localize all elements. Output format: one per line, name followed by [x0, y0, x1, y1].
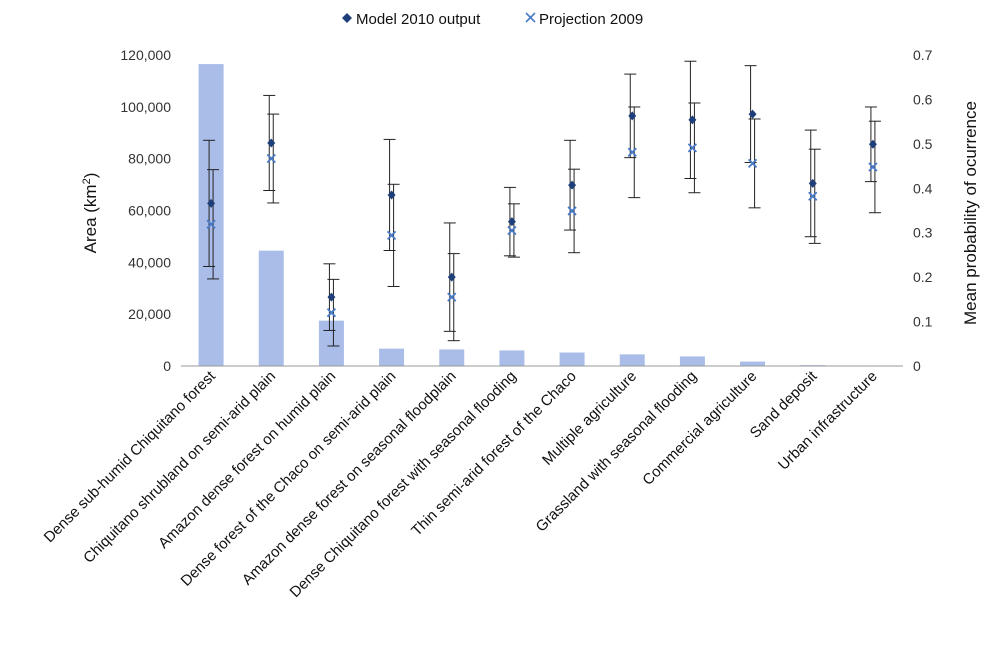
bar-area: [318, 320, 344, 366]
legend-label-projection-2009: Projection 2009: [539, 11, 643, 28]
point-model-2010: [868, 139, 877, 149]
markers-layer: [206, 109, 878, 318]
point-projection-2009: [687, 143, 698, 153]
left-axis-tick-label: 80,000: [128, 151, 171, 167]
point-model-2010: [688, 115, 697, 125]
point-projection-2009: [747, 158, 758, 169]
left-axis-tick-label: 120,000: [120, 47, 171, 63]
bar-area: [679, 356, 705, 366]
left-axis-tick-label: 40,000: [128, 254, 171, 270]
right-axis-tick-label: 0: [913, 358, 921, 374]
category-label: Urban infrastructure: [775, 368, 881, 474]
point-model-2010: [628, 111, 637, 121]
bar-area: [439, 349, 465, 366]
right-axis-tick-label: 0.1: [913, 314, 933, 330]
point-model-2010: [327, 292, 336, 302]
left-axis-ticks: 0 20,000 40,000 60,000 80,000 100,000 120,000: [120, 47, 171, 374]
point-projection-2009: [567, 206, 577, 216]
right-axis-tick-label: 0.6: [913, 91, 933, 107]
point-model-2010: [207, 198, 216, 208]
point-projection-2009: [808, 191, 818, 201]
point-projection-2009: [447, 292, 457, 302]
point-projection-2009: [868, 162, 878, 172]
category-label: Dense Chiquitano forest with seasonal fl…: [287, 368, 520, 601]
bars-layer: [198, 64, 886, 366]
point-projection-2009: [507, 225, 517, 236]
bar-area: [258, 250, 284, 366]
right-axis-tick-label: 0.3: [913, 225, 933, 241]
point-projection-2009: [386, 230, 397, 241]
category-label: Commercial agriculture: [639, 368, 760, 489]
error-bars-layer: [203, 60, 881, 347]
bar-area: [619, 354, 645, 366]
point-projection-2009: [326, 308, 337, 318]
point-model-2010: [507, 217, 516, 227]
bar-area: [198, 64, 224, 366]
right-axis-tick-label: 0.5: [913, 136, 933, 152]
left-axis-tick-label: 20,000: [128, 306, 171, 322]
category-label: Amazon dense forest on seasonal floodpla…: [239, 368, 460, 589]
left-axis-tick-label: 0: [163, 358, 171, 374]
point-model-2010: [387, 190, 396, 200]
category-label: Dense forest of the Chaco on semi-arid p…: [178, 368, 400, 590]
right-axis-tick-label: 0.2: [913, 269, 933, 285]
y-axis-title: Area (km2): [81, 173, 100, 254]
bar-area: [559, 352, 585, 366]
legend-marker-model-2010: [342, 13, 352, 23]
y2-axis-title: Mean probability of ocurrence: [961, 101, 980, 325]
left-axis-tick-label: 60,000: [128, 203, 171, 219]
category-labels: Dense sub-humid Chiquitano forestChiquit…: [41, 367, 881, 601]
right-axis-ticks: 0 0.1 0.2 0.3 0.4 0.5 0.6 0.7: [913, 47, 933, 374]
bar-area: [379, 348, 405, 366]
point-projection-2009: [206, 219, 216, 229]
right-axis-tick-label: 0.4: [913, 180, 933, 196]
left-axis-tick-label: 100,000: [120, 99, 171, 115]
point-projection-2009: [266, 153, 276, 164]
legend-label-model-2010: Model 2010 output: [356, 11, 481, 28]
point-model-2010: [808, 178, 817, 188]
point-model-2010: [447, 272, 456, 282]
point-model-2010: [748, 109, 757, 119]
point-projection-2009: [627, 147, 637, 157]
bar-area: [499, 350, 525, 366]
point-model-2010: [267, 138, 276, 148]
right-axis-tick-label: 0.7: [913, 47, 933, 63]
legend: Model 2010 output Projection 2009: [342, 11, 643, 28]
legend-marker-projection-2009: [525, 12, 536, 23]
bar-area: [740, 361, 766, 366]
point-model-2010: [568, 180, 577, 190]
